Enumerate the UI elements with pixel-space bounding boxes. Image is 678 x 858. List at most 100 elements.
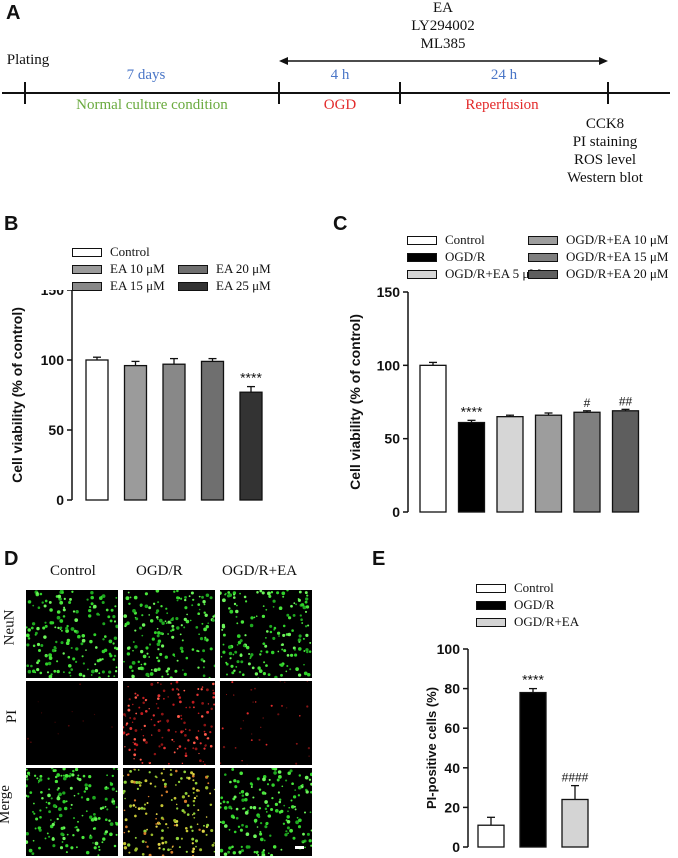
cell-dot <box>47 802 51 805</box>
cell-dot <box>176 590 179 593</box>
cell-dot <box>303 671 308 676</box>
cell-dot <box>252 701 254 703</box>
cell-dot <box>192 706 195 709</box>
cell-dot <box>124 746 126 748</box>
cell-dot <box>228 593 233 597</box>
cell-dot <box>183 721 186 725</box>
cell-dot <box>127 830 130 833</box>
cell-dot <box>127 646 131 650</box>
cell-dot <box>195 626 199 629</box>
cell-dot <box>163 697 165 700</box>
cell-dot <box>160 836 164 840</box>
cell-dot <box>157 821 160 824</box>
cell-dot <box>267 852 270 855</box>
legend-label: OGD/R+EA 20 μM <box>566 266 669 281</box>
cell-dot <box>265 630 269 633</box>
cell-dot <box>213 788 215 791</box>
cell-dot <box>162 847 166 851</box>
cell-dot <box>89 815 93 819</box>
cell-dot <box>133 748 137 751</box>
cell-dot <box>220 591 222 595</box>
cell-dot <box>233 593 236 596</box>
cell-dot <box>184 747 187 750</box>
cell-dot <box>166 719 170 723</box>
cell-dot <box>151 637 155 641</box>
cell-dot <box>30 664 33 668</box>
cell-dot <box>42 626 46 630</box>
cell-dot <box>297 638 302 642</box>
cell-dot <box>167 696 169 698</box>
cell-dot <box>148 614 151 616</box>
cell-dot <box>140 728 143 731</box>
cell-dot <box>304 610 308 613</box>
micrograph-pi-ogdr-ea <box>220 681 312 765</box>
reperfusion-label: Reperfusion <box>465 97 539 113</box>
cell-dot <box>154 785 157 788</box>
cell-dot <box>259 832 263 836</box>
cell-dot <box>84 786 89 791</box>
cell-dot <box>270 590 274 594</box>
cell-dot <box>140 781 143 784</box>
cell-dot <box>197 730 200 732</box>
cell-dot <box>224 592 227 595</box>
cell-dot <box>165 607 168 610</box>
cell-dot <box>195 845 197 848</box>
y-tick-label: 0 <box>452 839 460 855</box>
cell-dot <box>90 602 94 606</box>
cell-dot <box>192 747 195 750</box>
cell-dot <box>289 653 294 657</box>
cell-dot <box>191 648 195 651</box>
cell-dot <box>127 591 130 594</box>
cell-dot <box>66 638 71 643</box>
cell-dot <box>44 624 48 628</box>
cell-dot <box>194 839 199 843</box>
cell-dot <box>104 830 108 834</box>
cell-dot <box>150 718 153 721</box>
cell-dot <box>250 785 253 789</box>
cell-dot <box>178 846 181 849</box>
cell-dot <box>150 833 154 837</box>
cell-dot <box>163 768 165 770</box>
cell-dot <box>136 787 140 791</box>
cell-dot <box>170 848 172 851</box>
row-label-merge: Merge <box>0 785 13 824</box>
cell-dot <box>293 602 296 605</box>
cell-dot <box>62 800 66 804</box>
cell-dot <box>180 649 184 653</box>
cell-dot <box>114 821 118 824</box>
cell-dot <box>221 727 224 730</box>
cell-dot <box>269 624 273 628</box>
cell-dot <box>247 662 251 666</box>
cell-dot <box>210 725 213 728</box>
cell-dot <box>101 600 105 605</box>
cell-dot <box>27 637 31 640</box>
cell-dot <box>139 666 144 671</box>
cell-dot <box>69 786 73 790</box>
y-tick-label: 100 <box>377 357 401 373</box>
cell-dot <box>203 730 206 733</box>
cell-dot <box>77 792 80 795</box>
cell-dot <box>304 775 309 780</box>
cell-dot <box>126 652 131 656</box>
cell-dot <box>70 668 74 671</box>
cell-dot <box>131 669 134 673</box>
cell-dot <box>277 650 280 653</box>
cell-dot <box>75 647 79 651</box>
legend-c-control: Control <box>407 232 485 248</box>
significance-label: **** <box>240 370 262 386</box>
cell-dot <box>244 811 249 815</box>
cell-dot <box>136 694 139 697</box>
cell-dot <box>161 829 164 832</box>
cell-dot <box>158 745 161 748</box>
cell-dot <box>48 788 51 791</box>
cell-dot <box>114 605 117 608</box>
cell-dot <box>270 807 274 812</box>
cell-dot <box>135 743 139 747</box>
cell-dot <box>297 598 301 602</box>
cell-dot <box>27 600 32 604</box>
cell-dot <box>166 673 169 676</box>
cell-dot <box>132 703 134 706</box>
cell-dot <box>226 673 228 676</box>
cell-dot <box>259 653 262 656</box>
cell-dot <box>142 738 146 742</box>
